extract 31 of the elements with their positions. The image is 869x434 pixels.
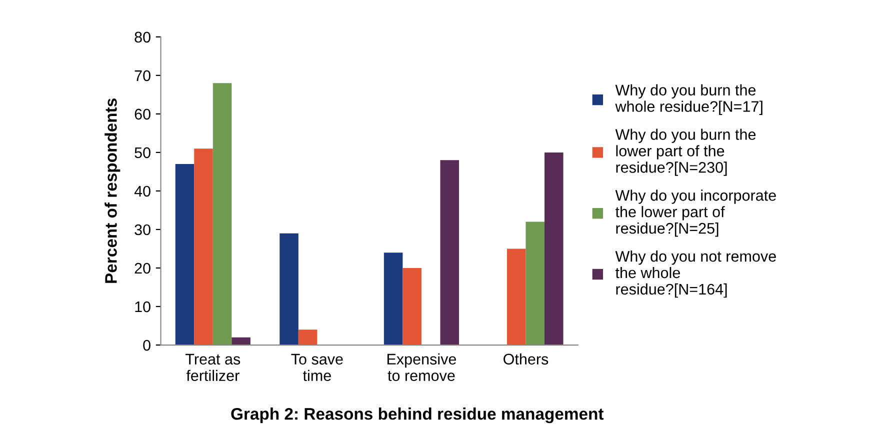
x-tick-label: Expensive to remove [387, 353, 456, 382]
bar [544, 152, 564, 346]
legend-label: Why do you burn the whole residue?[N=17] [615, 84, 762, 115]
bar [194, 148, 213, 346]
bar [384, 252, 403, 346]
y-axis-title: Percent of respondents [104, 98, 120, 283]
bar [506, 248, 526, 346]
legend-label: Why do you burn the lower part of the residue?[N=230] [615, 128, 756, 176]
x-tick-label: Others [504, 353, 548, 365]
y-tick-label: 0 [143, 340, 150, 351]
bar [402, 268, 422, 346]
y-tick-label: 50 [134, 147, 150, 158]
bar [212, 83, 232, 346]
y-tick-label: 60 [134, 108, 150, 120]
x-tick-label: Treat as fertilizer [186, 354, 240, 382]
legend-label: Why do you incorporate the lower part of residue?[N=25] [615, 190, 776, 237]
legend-label: Why do you not remove the whole residue?[N=164] [615, 250, 776, 298]
y-tick-label: 20 [134, 262, 150, 274]
y-tick-label: 40 [134, 186, 150, 197]
bar [280, 233, 298, 346]
bar [526, 222, 545, 346]
bar [298, 330, 318, 346]
y-tick-label: 70 [134, 70, 150, 82]
bar [175, 164, 194, 346]
text: Graph 2: Reasons behind residue management [231, 408, 604, 424]
y-tick-label: 80 [134, 32, 150, 43]
x-tick-label: To save time [291, 354, 343, 382]
y-tick-label: 10 [135, 301, 150, 312]
bar [232, 337, 250, 346]
y-tick-label: 30 [134, 224, 150, 236]
bar [440, 160, 460, 346]
